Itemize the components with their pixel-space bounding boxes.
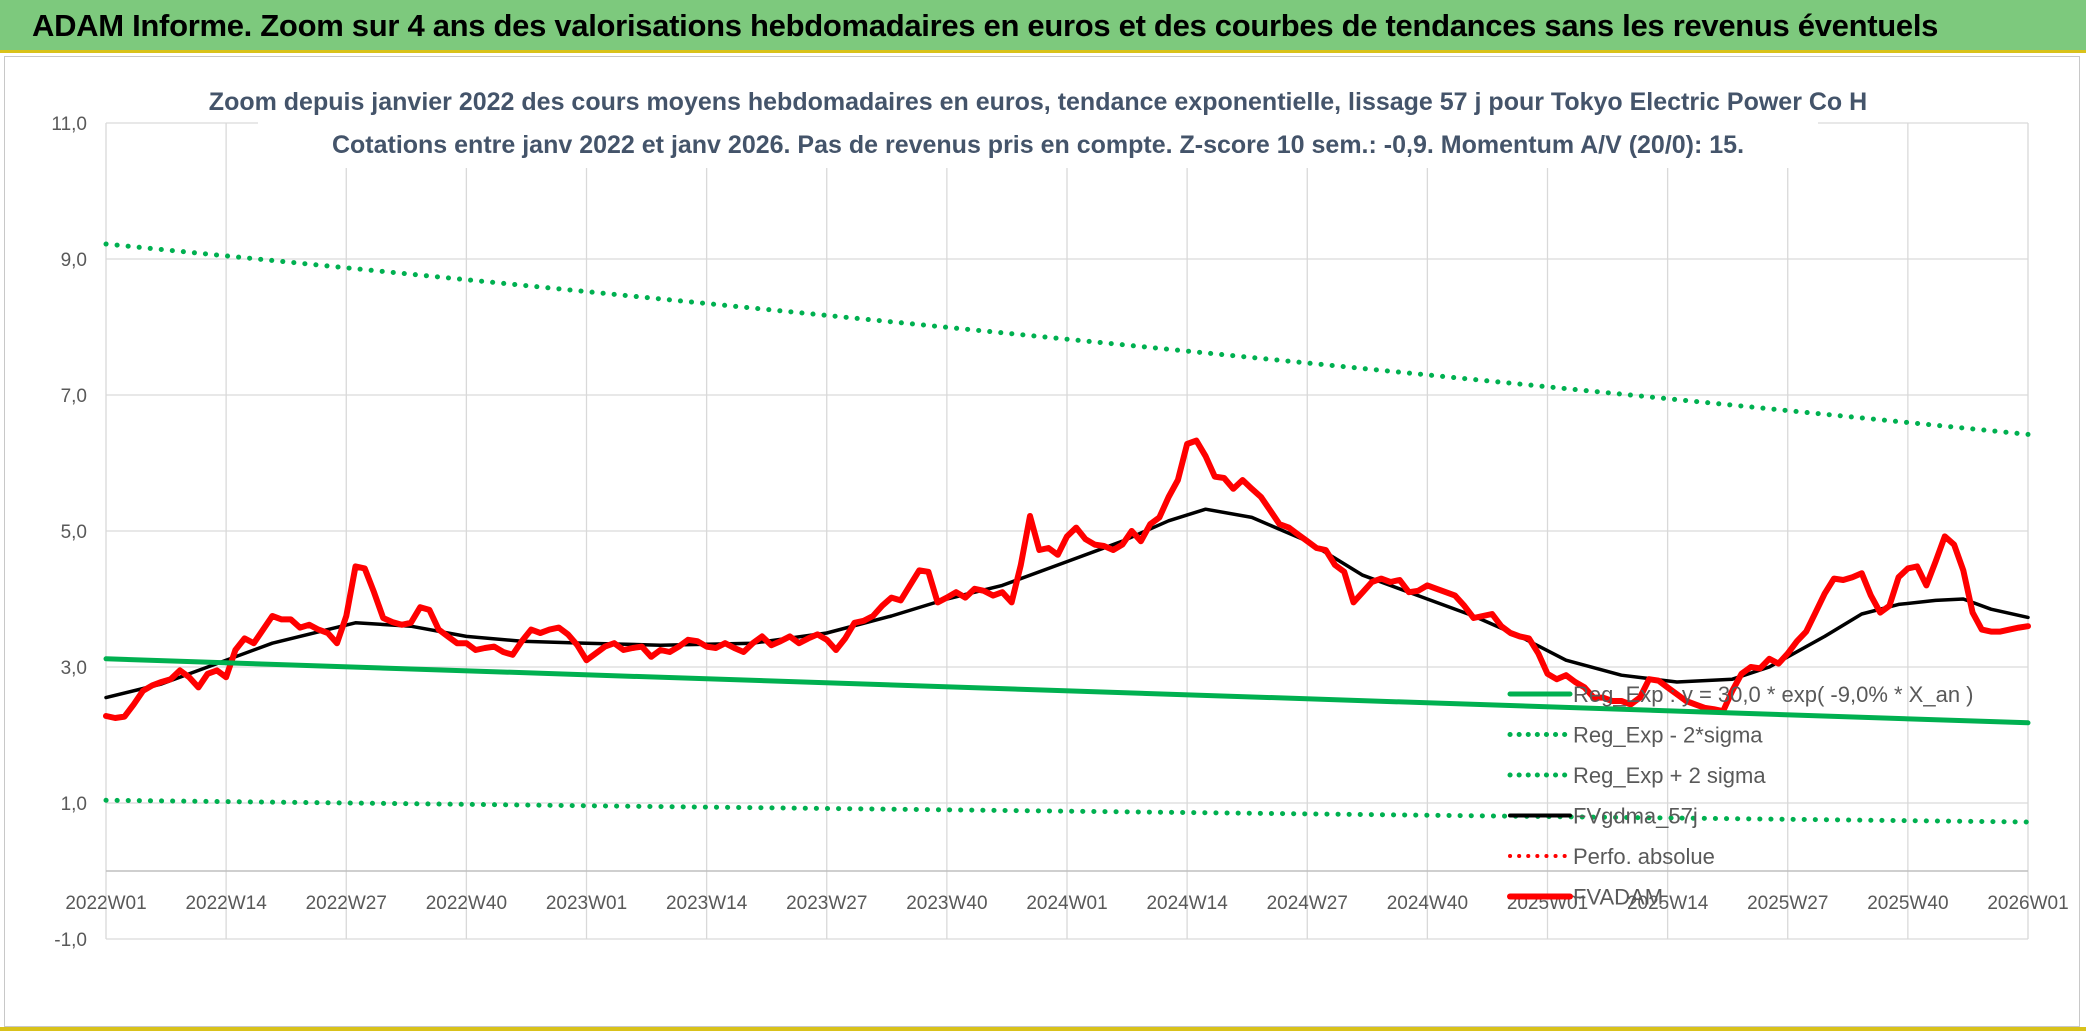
x-tick-label: 2022W01 [65, 893, 146, 914]
series-reg-exp [103, 656, 2031, 726]
chart-subtitle: Cotations entre janv 2022 et janv 2026. … [332, 131, 1744, 159]
grid [105, 122, 2029, 940]
legend-perfo-absolue-label: Perfo. absolue [1573, 844, 1715, 869]
y-tick-label: 1,0 [61, 794, 87, 815]
series-fvgdma-57j [104, 507, 2030, 700]
legend-fvgdma-57j-label: FVgdma_57j [1573, 804, 1698, 829]
chart-title-group: Zoom depuis janvier 2022 des cours moyen… [209, 76, 1867, 168]
chart-title: Zoom depuis janvier 2022 des cours moyen… [209, 88, 1867, 116]
chart-frame [4, 56, 2080, 1027]
x-tick-label: 2025W27 [1747, 893, 1828, 914]
x-tick-label: 2024W14 [1146, 893, 1228, 914]
series-fvadam [103, 437, 2031, 721]
x-tick-label: 2023W27 [786, 893, 867, 914]
axes: -1,0 1,0 3,0 5,0 7,0 9,0 11,0 2022W01 2022W14 202… [51, 114, 2068, 951]
series-reg-exp-plus-2sigma [103, 241, 2031, 437]
y-tick-label: 5,0 [61, 522, 87, 543]
series-layer [103, 241, 2031, 825]
y-tick-label: -1,0 [54, 930, 87, 951]
x-tick-label: 2025W14 [1627, 893, 1709, 914]
x-tick-label: 2022W27 [306, 893, 387, 914]
x-tick-label: 2024W40 [1387, 893, 1468, 914]
legend-reg-exp-minus-2sigma-label: Reg_Exp - 2*sigma [1573, 723, 1763, 748]
title-background [258, 76, 1818, 168]
x-tick-label: 2025W40 [1867, 893, 1948, 914]
legend-reg-exp-plus-2sigma-label: Reg_Exp + 2 sigma [1573, 763, 1766, 788]
legend: Reg_Exp : y = 30,0 * exp( -9,0% * X_an )… [1507, 682, 1974, 910]
x-tick-label: 2023W14 [666, 893, 748, 914]
x-tick-label: 2022W40 [426, 893, 507, 914]
x-tick-label: 2023W01 [546, 893, 627, 914]
series-reg-exp-minus-2sigma [103, 797, 2031, 825]
x-tick-label: 2026W01 [1987, 893, 2068, 914]
bottom-accent-bar [0, 1027, 2086, 1031]
banner: ADAM Informe. Zoom sur 4 ans des valoris… [0, 0, 2086, 53]
y-tick-label: 3,0 [61, 658, 87, 679]
y-tick-label: 7,0 [61, 386, 87, 407]
banner-title: ADAM Informe. Zoom sur 4 ans des valoris… [32, 8, 1939, 43]
legend-fvadam-label: FVADAM [1573, 885, 1663, 910]
x-tick-label: 2023W40 [906, 893, 987, 914]
x-tick-label: 2022W14 [185, 893, 267, 914]
y-tick-label: 9,0 [61, 250, 87, 271]
legend-reg-exp-label: Reg_Exp : y = 30,0 * exp( -9,0% * X_an ) [1573, 682, 1974, 707]
x-tick-label: 2024W01 [1026, 893, 1107, 914]
x-tick-label: 2024W27 [1267, 893, 1348, 914]
y-tick-label: 11,0 [51, 114, 87, 135]
